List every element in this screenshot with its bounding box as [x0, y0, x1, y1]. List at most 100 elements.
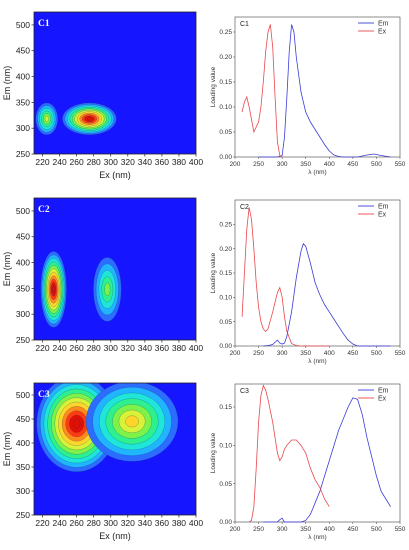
contour-background — [34, 12, 196, 154]
x-tick-label: 400 — [189, 518, 203, 528]
y-tick-label: 0.10 — [219, 104, 232, 111]
y-tick-label: 350 — [16, 283, 30, 293]
x-tick-label: 450 — [347, 350, 358, 357]
y-tick-label: 350 — [16, 462, 30, 472]
panel-tag: C2 — [38, 205, 50, 215]
x-tick-label: 200 — [230, 350, 241, 357]
x-tick-label: 400 — [324, 350, 335, 357]
x-tick-label: 350 — [300, 350, 311, 357]
x-tick-label: 300 — [104, 157, 118, 167]
y-tick-label: 0.05 — [219, 481, 232, 488]
svg-text:C2: C2 — [38, 205, 50, 215]
x-tick-label: 450 — [347, 526, 358, 533]
y-axis-label: Em (nm) — [2, 252, 12, 287]
series-line-em — [263, 397, 391, 523]
x-tick-label: 260 — [70, 157, 84, 167]
x-tick-label: 280 — [87, 518, 101, 528]
x-tick-label: 400 — [324, 526, 335, 533]
contour-level — [52, 285, 55, 294]
x-tick-label: 300 — [277, 526, 288, 533]
x-tick-label: 300 — [277, 350, 288, 357]
x-tick-label: 200 — [230, 526, 241, 533]
y-tick-label: 0.10 — [219, 295, 232, 302]
legend-label: Em — [378, 388, 389, 395]
x-tick-label: 340 — [138, 157, 152, 167]
x-tick-label: 500 — [371, 526, 382, 533]
series-line-em — [263, 243, 391, 347]
y-tick-label: 300 — [16, 123, 30, 133]
y-axis-label: Loading value — [210, 66, 217, 107]
x-tick-label: 320 — [121, 157, 135, 167]
plot-frame — [234, 16, 401, 158]
plot-frame — [234, 383, 401, 523]
x-tick-label: 320 — [121, 343, 135, 353]
y-tick-label: 0.00 — [219, 519, 232, 526]
x-tick-label: 250 — [253, 526, 264, 533]
x-tick-label: 350 — [300, 526, 311, 533]
plot-frame — [234, 199, 401, 347]
x-tick-label: 340 — [138, 518, 152, 528]
x-tick-label: 500 — [371, 161, 382, 168]
contour-level — [72, 419, 81, 429]
x-tick-label: 500 — [371, 350, 382, 357]
x-tick-label: 280 — [87, 157, 101, 167]
y-tick-label: 300 — [16, 486, 30, 496]
y-axis-label: Em (nm) — [2, 432, 12, 467]
y-tick-label: 300 — [16, 309, 30, 319]
y-tick-label: 0.15 — [219, 404, 232, 411]
series-line-ex — [248, 384, 330, 523]
y-tick-label: 0.00 — [219, 343, 232, 350]
y-tick-label: 0.10 — [219, 443, 232, 450]
x-tick-label: 400 — [189, 157, 203, 167]
svg-text:C3: C3 — [38, 390, 50, 400]
x-tick-label: 450 — [347, 161, 358, 168]
x-tick-label: 260 — [70, 343, 84, 353]
y-tick-label: 500 — [16, 20, 30, 30]
contour-level — [44, 116, 49, 122]
series-line-ex — [241, 207, 330, 347]
x-tick-label: 550 — [395, 526, 406, 533]
x-tick-label: 240 — [52, 518, 66, 528]
plot-frame — [33, 11, 197, 155]
x-tick-label: 320 — [121, 518, 135, 528]
legend-label: Em — [378, 21, 389, 28]
contour-level — [125, 415, 139, 428]
y-tick-label: 450 — [16, 46, 30, 56]
x-tick-label: 220 — [35, 157, 49, 167]
series-line-ex — [241, 24, 283, 158]
x-tick-label: 400 — [324, 161, 335, 168]
panel-tag: C3 — [38, 390, 50, 400]
contour-level — [86, 117, 93, 121]
x-tick-label: 260 — [70, 518, 84, 528]
legend-label: Em — [378, 204, 389, 211]
x-tick-label: 220 — [35, 343, 49, 353]
y-axis-label: Loading value — [210, 432, 217, 473]
y-tick-label: 0.15 — [219, 270, 232, 277]
legend-label: Ex — [378, 212, 387, 219]
x-tick-label: 200 — [230, 161, 241, 168]
x-tick-label: 360 — [155, 343, 169, 353]
x-tick-label: 380 — [172, 157, 186, 167]
x-tick-label: 380 — [172, 518, 186, 528]
y-tick-label: 500 — [16, 390, 30, 400]
y-tick-label: 400 — [16, 258, 30, 268]
y-tick-label: 400 — [16, 72, 30, 82]
x-axis-label: λ (nm) — [308, 358, 326, 365]
y-tick-label: 250 — [16, 510, 30, 520]
legend-label: Ex — [378, 29, 387, 36]
y-tick-label: 0.20 — [219, 246, 232, 253]
plot-frame — [33, 197, 197, 341]
y-tick-label: 0.20 — [219, 54, 232, 61]
panel-tag: C1 — [38, 19, 50, 29]
x-tick-label: 220 — [35, 518, 49, 528]
y-axis-label: Em (nm) — [2, 66, 12, 101]
y-tick-label: 0.15 — [219, 79, 232, 86]
y-tick-label: 250 — [16, 335, 30, 345]
